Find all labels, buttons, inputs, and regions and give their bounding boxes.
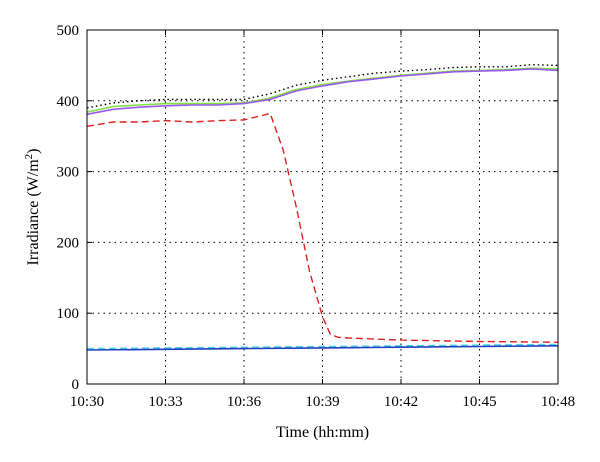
tick-labels: 10:30 10:33 10:36 10:39 10:42 10:45 10:48 0 100 2… — [57, 23, 576, 410]
y-tick-label: 100 — [57, 306, 80, 322]
x-axis-label: Time (hh:mm) — [276, 424, 369, 441]
series-lines — [86, 63, 559, 351]
y-tick-label: 400 — [57, 94, 80, 110]
x-tick-label: 10:33 — [148, 394, 182, 410]
series-line-3 — [86, 68, 559, 116]
y-axis-label: Irradiance (W/m2) — [23, 149, 42, 266]
series-line-5 — [86, 343, 559, 350]
x-tick-label: 10:45 — [462, 394, 496, 410]
x-tick-label: 10:39 — [305, 394, 339, 410]
y-tick-label: 300 — [57, 165, 80, 181]
y-tick-label: 500 — [57, 23, 80, 39]
y-tick-label: 200 — [57, 235, 80, 251]
y-axis-label-main: Irradiance (W/m — [25, 159, 42, 266]
series-line-4 — [86, 112, 559, 343]
x-tick-label: 10:48 — [541, 394, 575, 410]
series-line-6 — [86, 345, 559, 351]
ticks — [86, 29, 559, 385]
grid — [87, 30, 558, 384]
x-tick-label: 10:30 — [70, 394, 104, 410]
y-tick-label: 0 — [72, 377, 80, 393]
series-line-1 — [86, 63, 559, 109]
y-axis-label-superscript: 2 — [23, 154, 35, 160]
y-axis-label-close: ) — [25, 149, 42, 154]
x-tick-label: 10:36 — [227, 394, 262, 410]
x-tick-label: 10:42 — [384, 394, 418, 410]
